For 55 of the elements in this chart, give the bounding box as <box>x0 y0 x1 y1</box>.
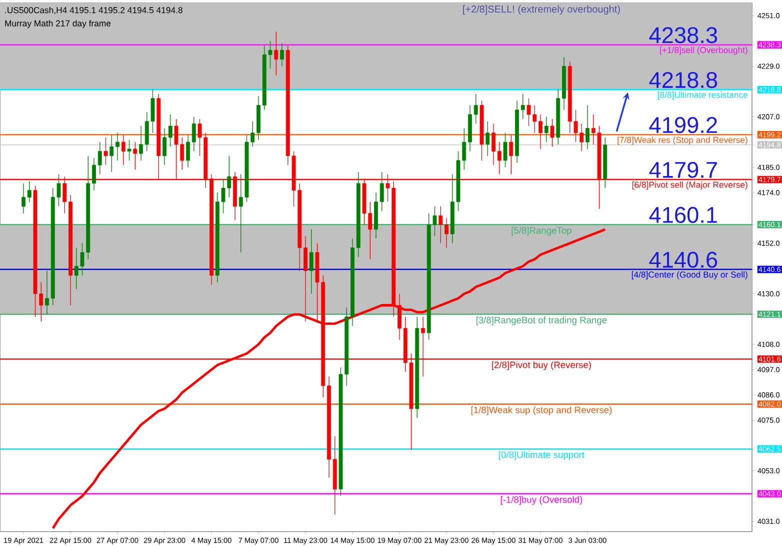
candlestick <box>192 116 196 152</box>
ref-line-label: [0/8]Ultimate support <box>499 451 584 460</box>
annotation: 4160.1 <box>649 206 717 223</box>
candlestick <box>503 132 508 168</box>
candlestick <box>486 121 490 156</box>
candlestick <box>139 126 143 161</box>
candlestick <box>438 206 443 244</box>
candlestick <box>186 134 190 168</box>
ref-line-label: [4/8]Center (Good Buy or Sell) <box>632 271 748 280</box>
candlestick <box>92 158 96 191</box>
candlestick <box>280 42 284 67</box>
ref-line-label: [6/8]Pivot sell (Major Reverse) <box>632 181 748 190</box>
annotation: 4238.3 <box>649 27 718 44</box>
candlestick <box>586 104 590 150</box>
candlestick <box>162 128 166 166</box>
candlestick <box>110 134 114 172</box>
candlestick <box>104 137 108 166</box>
candlestick <box>121 134 126 166</box>
ref-line-label: [-1/8]buy (Oversold) <box>500 496 582 505</box>
candlestick <box>520 93 525 120</box>
ref-line-label: [1/8]Weak sup (stop and Reverse) <box>471 406 612 416</box>
candlestick <box>492 123 496 166</box>
candlestick <box>497 142 502 175</box>
candlestick <box>509 134 514 175</box>
annotation: [+2/8]SELL! (extremely overbought) <box>463 5 620 15</box>
candlestick <box>274 31 278 76</box>
candlestick <box>45 270 49 315</box>
candlestick <box>538 114 542 150</box>
candlestick <box>22 183 26 214</box>
annotation: 4218.8 <box>649 72 718 88</box>
candlestick <box>544 116 548 142</box>
candlestick <box>98 142 102 175</box>
ref-line-label: [5/8]RangeTop <box>512 226 572 236</box>
candlestick <box>474 93 478 124</box>
candlestick <box>398 293 402 340</box>
ref-line-label: [2/8]Pivot buy (Reverse) <box>492 361 591 370</box>
ref-line-label: [3/8]RangeBot of trading Range <box>476 316 607 326</box>
candlestick <box>550 118 554 147</box>
candlestick <box>168 114 172 147</box>
candlestick <box>116 132 120 161</box>
candlestick <box>27 180 32 202</box>
annotation: 4140.6 <box>649 252 718 268</box>
text: Murray Math 217 day frame <box>5 20 111 28</box>
candlestick <box>309 229 314 294</box>
candlestick <box>380 172 384 212</box>
candlestick <box>133 142 138 170</box>
annotation: 4179.7 <box>649 162 717 178</box>
ref-line-label: [+1/8]sell (Overbought) <box>660 46 748 55</box>
candlestick <box>127 139 132 161</box>
chart-title: .US500Cash,H4 4195.1 4195.2 4194.5 4194.8 <box>5 6 182 14</box>
ref-line-label: [8/8]Ultimate resistance <box>658 92 748 100</box>
ref-line-label: [7/8]Weak res (Stop and Reverse) <box>618 136 748 145</box>
annotation: 4199.2 <box>649 117 717 134</box>
candlestick <box>444 218 448 248</box>
candlestick <box>304 236 308 322</box>
